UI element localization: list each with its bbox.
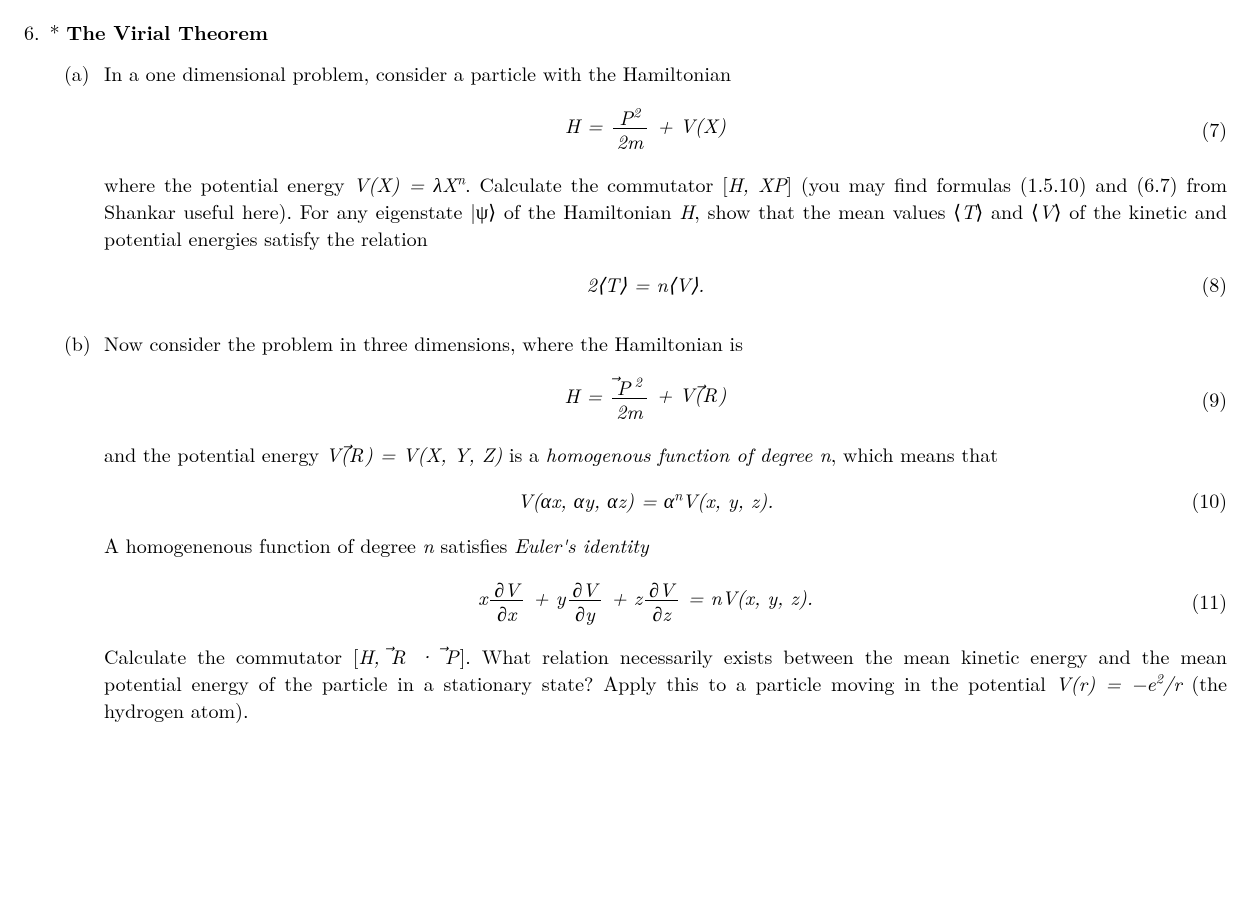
equation-8-body: 2⟨T⟩ = n⟨V⟩. (104, 270, 1187, 297)
a-p2-vx-sup: n (457, 169, 465, 189)
a-p2-vx: V(X) = λX (353, 169, 457, 198)
equation-9: H = P2 2m + V(R ) (9) (104, 368, 1227, 428)
a-p2-H: H (679, 196, 694, 225)
eq8-body: 2⟨T⟩ = n⟨V⟩. (587, 269, 705, 298)
b-p4-pota: V(r) = −e (1056, 668, 1156, 697)
a-p2-T: T (961, 196, 975, 225)
equation-11-number: (11) (1187, 587, 1227, 614)
problem-star: * (50, 17, 60, 46)
equation-10-number: (10) (1187, 486, 1227, 513)
eq7-plus: + V(X) (657, 109, 726, 138)
eq10-pre: V(αx, αy, αz) = α (518, 485, 675, 514)
equation-7-body: H = P2 2m + V(X) (104, 106, 1187, 151)
equation-11: x∂V∂x + y∂V∂y + z∂V∂z = nV(x, y, z). (11… (104, 570, 1227, 630)
a-p2-comm: H, XP (728, 169, 787, 198)
a-para2: where the potential energy V(X) = λXn. C… (104, 170, 1227, 251)
a-p2-m3: , show that the mean values ⟨ (694, 196, 961, 225)
problem-title: The Virial Theorem (66, 17, 268, 46)
b-p2-end: , which means that (831, 439, 998, 468)
eq7-den: 2m (613, 129, 648, 151)
eq11-rhs: = nV(x, y, z). (688, 581, 813, 610)
equation-8-number: (8) (1187, 270, 1227, 297)
subpart-a: (a) In a one dimensional problem, consid… (64, 59, 1227, 315)
equation-9-body: H = P2 2m + V(R ) (104, 376, 1187, 421)
eq7-lhs: H (565, 109, 580, 138)
subpart-b-letter: (b) (64, 329, 94, 356)
equation-10: V(αx, αy, αz) = αnV(x, y, z). (10) (104, 479, 1227, 519)
eq10-post: V(x, y, z). (682, 485, 773, 514)
b-p3-mid: satisfies (434, 530, 514, 559)
b-p4-potsup: 2 (1156, 668, 1163, 688)
a-p2-m4: ⟩ and ⟨ (975, 196, 1038, 225)
b-p3-pre: A homogenenous function of degree (104, 530, 423, 559)
a-p2-m1: . Calculate the commutator [ (465, 169, 728, 198)
b-para4: Calculate the commutator [H, R · P ]. Wh… (104, 642, 1227, 723)
subpart-a-letter: (a) (64, 59, 94, 86)
a-p2-pre: where the potential energy (104, 169, 353, 198)
equation-10-body: V(αx, αy, αz) = αnV(x, y, z). (104, 486, 1187, 513)
b-p3-emph: Euler's identity (514, 530, 648, 559)
b-p2-pre: and the potential energy (104, 439, 326, 468)
b-p4-potb: /r (1163, 668, 1182, 697)
problem-number: 6. (24, 18, 40, 45)
b-p2-mid: is a (502, 439, 545, 468)
equation-8: 2⟨T⟩ = n⟨V⟩. (8) (104, 263, 1227, 303)
equation-7: H = P2 2m + V(X) (7) (104, 98, 1227, 158)
subpart-b: (b) Now consider the problem in three di… (64, 329, 1227, 733)
a-p2-V: V (1039, 196, 1054, 225)
eq7-num-sup: 2 (633, 102, 640, 122)
a-intro: In a one dimensional problem, consider a… (104, 59, 1227, 86)
b-para2: and the potential energy V(R ) = V(X, Y,… (104, 440, 1227, 467)
subpart-a-body: In a one dimensional problem, consider a… (104, 59, 1227, 315)
subpart-b-body: Now consider the problem in three dimens… (104, 329, 1227, 733)
b-para3: A homogenenous function of degree n sati… (104, 531, 1227, 558)
problem-heading: 6. * The Virial Theorem (24, 18, 1227, 45)
equation-11-body: x∂V∂x + y∂V∂y + z∂V∂z = nV(x, y, z). (104, 578, 1187, 623)
b-p3-n: n (423, 530, 434, 559)
equation-9-number: (9) (1187, 385, 1227, 412)
b-p4-pre: Calculate the commutator [ (104, 641, 358, 670)
b-intro: Now consider the problem in three dimens… (104, 329, 1227, 356)
equation-7-number: (7) (1187, 115, 1227, 142)
b-p2-emph: homogenous function of degree n (546, 439, 831, 468)
